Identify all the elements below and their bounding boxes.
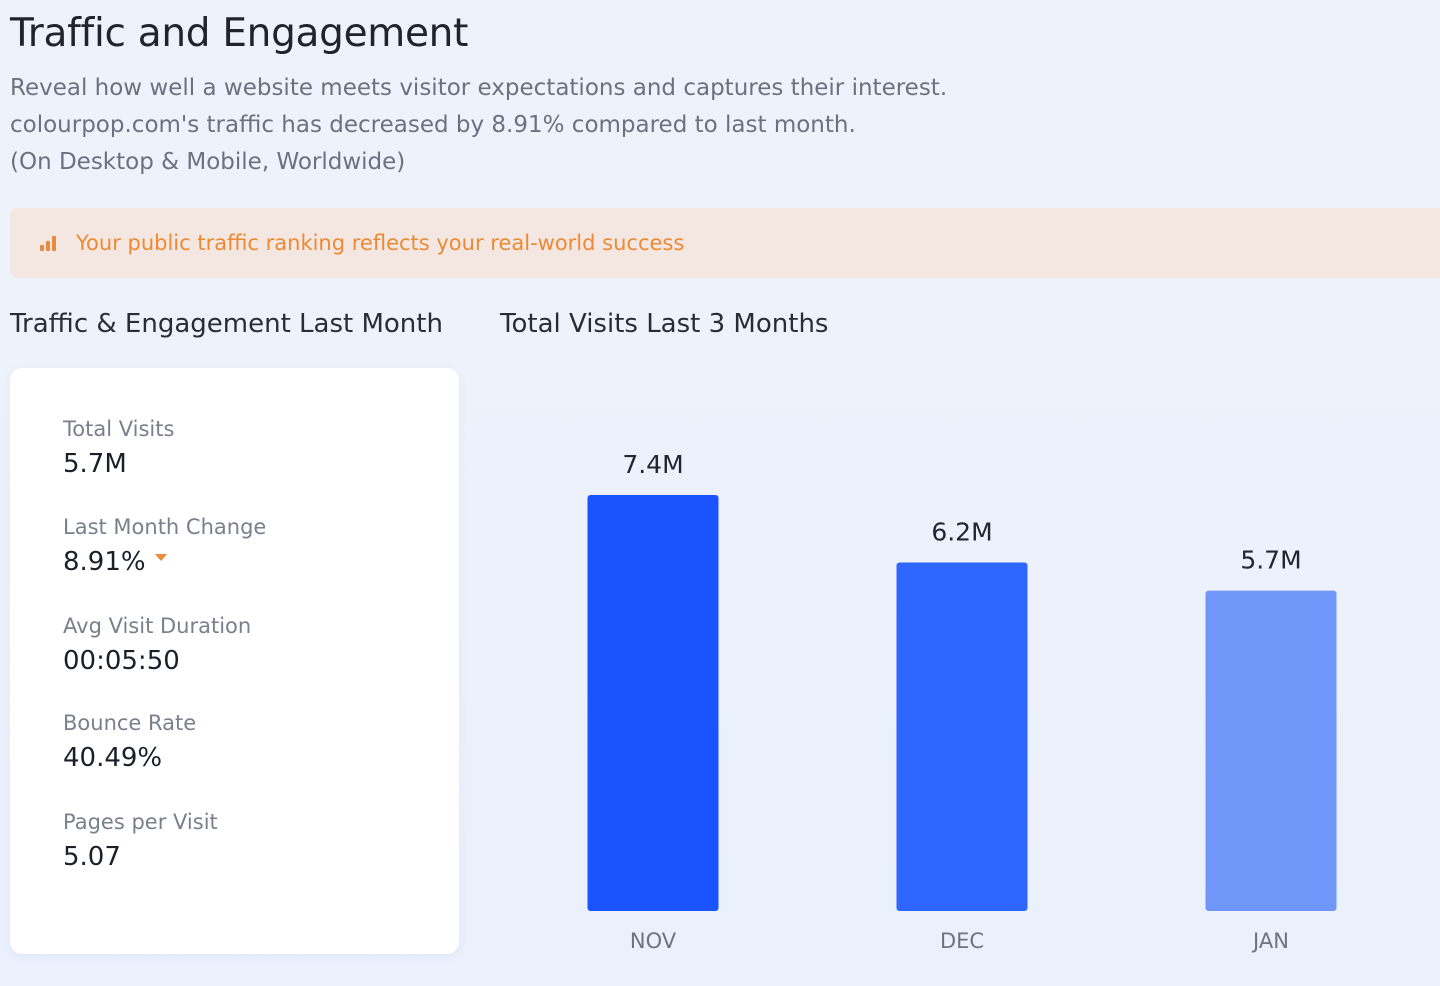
description-line: Reveal how well a website meets visitor …: [10, 75, 948, 101]
metric-value: 8.91%: [63, 545, 266, 579]
last-month-section-title: Traffic & Engagement Last Month: [10, 309, 443, 339]
metric-label: Bounce Rate: [63, 711, 197, 735]
bar-chart-icon: [40, 235, 58, 251]
bar-value-label: 6.2M: [931, 517, 992, 546]
metric-value: 5.7M: [63, 447, 174, 481]
metric-avg-visit-duration: Avg Visit Duration 00:05:50: [63, 612, 251, 678]
metric-bounce-rate: Bounce Rate 40.49%: [63, 709, 196, 775]
description-line: (On Desktop & Mobile, Worldwide): [10, 149, 406, 175]
total-visits-bar-chart: 7.4M NOV 6.2M DEC 5.7M JAN: [587, 450, 1337, 953]
bar-value-label: 5.7M: [1240, 546, 1301, 575]
x-tick-label: JAN: [1251, 929, 1289, 953]
metric-value-text: 40.49%: [63, 743, 163, 773]
bar-value-label: 7.4M: [622, 450, 683, 479]
bar-jan[interactable]: [1205, 590, 1337, 911]
metric-label: Pages per Visit: [63, 810, 218, 834]
description-line: colourpop.com's traffic has decreased by…: [10, 112, 856, 138]
metric-pages-per-visit: Pages per Visit 5.07: [63, 808, 218, 874]
metric-value-text: 5.07: [63, 842, 121, 872]
chart-section-title: Total Visits Last 3 Months: [500, 309, 829, 339]
metric-value: 40.49%: [63, 741, 196, 775]
metric-label: Total Visits: [63, 417, 175, 441]
metric-value: 00:05:50: [63, 644, 251, 678]
metric-value-text: 5.7M: [63, 449, 127, 479]
metric-last-month-change: Last Month Change 8.91%: [63, 513, 266, 579]
trend-down-icon: [154, 553, 167, 561]
banner-text[interactable]: Your public traffic ranking reflects you…: [76, 231, 685, 255]
metric-value-text: 8.91%: [63, 547, 146, 577]
metric-label: Last Month Change: [63, 515, 267, 539]
metric-label: Avg Visit Duration: [63, 614, 252, 638]
ranking-banner[interactable]: Your public traffic ranking reflects you…: [10, 208, 1440, 278]
bar-nov[interactable]: [587, 495, 719, 911]
metric-value-text: 00:05:50: [63, 646, 180, 676]
page-title: Traffic and Engagement: [10, 11, 469, 56]
engagement-metrics-card: Total Visits 5.7M Last Month Change 8.91…: [10, 368, 459, 954]
bar-dec[interactable]: [896, 562, 1028, 911]
metric-total-visits: Total Visits 5.7M: [63, 415, 174, 481]
page-description: Reveal how well a website meets visitor …: [10, 70, 947, 181]
metric-value: 5.07: [63, 840, 218, 874]
x-tick-label: DEC: [940, 929, 984, 953]
x-tick-label: NOV: [630, 929, 677, 953]
